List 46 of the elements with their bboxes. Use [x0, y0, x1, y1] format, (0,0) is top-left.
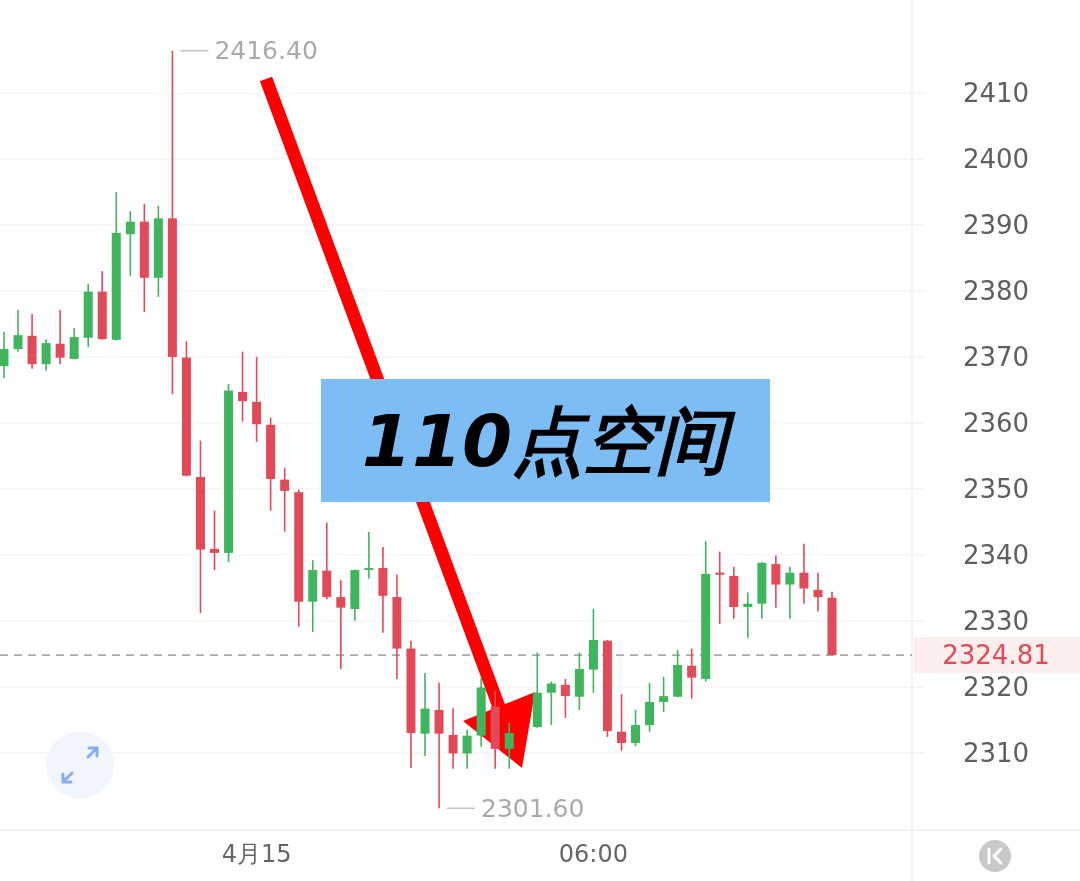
candlestick	[715, 550, 725, 625]
candlestick	[238, 350, 248, 423]
y-tick-label: 2380	[962, 275, 1030, 306]
y-tick-label: 2410	[962, 78, 1030, 109]
candlestick	[687, 647, 697, 700]
candlestick	[280, 466, 290, 533]
candlestick	[743, 591, 753, 639]
candlestick	[125, 210, 135, 277]
candlestick	[41, 338, 51, 372]
candlestick	[210, 509, 220, 571]
candlestick	[462, 728, 472, 770]
y-tick-label: 2340	[962, 539, 1030, 570]
ref-line-label: 2324.81	[942, 640, 1050, 671]
candlestick	[659, 676, 669, 713]
candlestick	[645, 682, 655, 733]
y-tick-label: 2320	[962, 671, 1030, 702]
y-tick-label: 2330	[962, 605, 1030, 636]
candlestick	[560, 678, 570, 719]
y-tick-label: 2370	[962, 341, 1030, 372]
candlestick	[252, 356, 262, 443]
candlestick	[785, 565, 795, 620]
x-tick-label: 4月15	[221, 840, 292, 868]
y-tick-label: 2390	[962, 209, 1030, 240]
y-tick-label: 2400	[962, 144, 1030, 175]
candlestick	[616, 693, 626, 752]
candlestick	[771, 554, 781, 609]
candlestick	[55, 309, 65, 365]
candlestick	[336, 579, 346, 670]
y-tick-label: 2310	[962, 737, 1030, 768]
candlestick	[799, 542, 809, 605]
y-tick-label: 2350	[962, 473, 1030, 504]
annotation: 2301.60	[481, 793, 585, 823]
candlestick	[13, 309, 23, 353]
y-tick-label: 2360	[962, 407, 1030, 438]
candlestick	[813, 571, 823, 613]
candlestick	[504, 722, 514, 770]
annotation: 110点空间	[361, 399, 737, 483]
candlestick	[631, 709, 641, 748]
candlestick	[434, 682, 444, 810]
x-tick-label: 06:00	[558, 840, 629, 868]
candlestick	[546, 680, 556, 726]
annotation: 2416.40	[214, 36, 318, 66]
candlestick	[69, 327, 79, 361]
candlestick	[364, 530, 374, 580]
candlestick	[448, 707, 458, 770]
candlestick	[0, 331, 9, 379]
